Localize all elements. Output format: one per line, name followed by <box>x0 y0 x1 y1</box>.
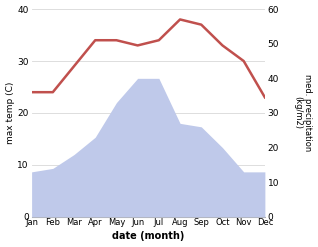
X-axis label: date (month): date (month) <box>112 231 184 242</box>
Y-axis label: med. precipitation
(kg/m2): med. precipitation (kg/m2) <box>293 74 313 152</box>
Y-axis label: max temp (C): max temp (C) <box>5 82 15 144</box>
